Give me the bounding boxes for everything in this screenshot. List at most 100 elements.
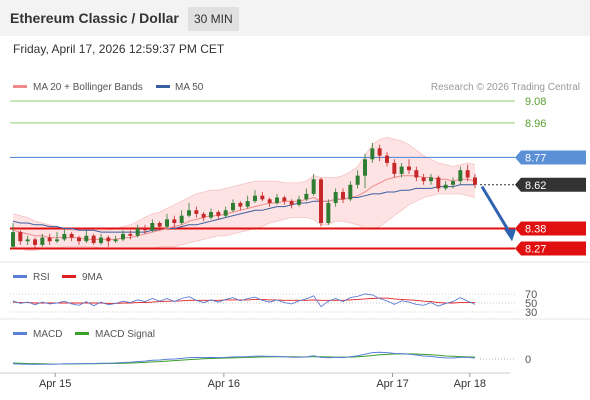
timeframe-badge[interactable]: 30 MIN [188,7,239,31]
candle-body [135,228,140,236]
candle-body [157,223,162,227]
level-label-8.77: 8.77 [525,152,546,164]
candle-body [25,239,30,242]
rsi-ma-legend-swatch [62,275,76,278]
instrument-title: Ethereum Classic / Dollar [10,10,179,26]
candle-body [91,235,96,244]
candle-body [11,232,15,247]
candle-body [172,219,177,224]
macd-legend-swatch [13,332,27,335]
candle-body [121,233,125,240]
candle-body [253,195,257,202]
candle-body [289,201,294,205]
macd-legend-label: MACD [33,329,62,340]
bollinger-lower-line [12,193,476,251]
level-label-8.27: 8.27 [525,244,546,256]
level-label-9.08: 9.08 [525,96,546,108]
macd-signal-line [12,353,476,365]
candle-body [187,210,191,216]
candle-body [223,210,228,216]
candle-body [69,233,74,238]
level-label-8.96: 8.96 [525,118,546,130]
candle-body [370,148,375,160]
bollinger-band-fill [13,137,475,251]
chart-header: Ethereum Classic / Dollar 30 MIN [0,0,590,36]
candle-body [260,195,265,200]
candle-body [385,155,389,163]
rsi-line [12,293,476,308]
candle-body [150,223,155,231]
candle-body [267,199,272,203]
rsi-ma-legend-label: 9MA [82,272,103,283]
candle-body [451,181,455,185]
candle-body [341,192,345,200]
candle-body [392,162,397,174]
macd-signal-legend-swatch [75,332,89,335]
macd-signal-legend-label: MACD Signal [95,329,155,340]
ma50-line [12,184,475,233]
candle-body [333,192,338,203]
level-label-8.38: 8.38 [525,223,546,235]
candle-body [421,177,426,182]
macd-line [12,351,476,365]
candle-body [231,202,235,211]
candle-body [326,202,331,224]
candle-body [18,232,23,242]
ma20-line [12,175,476,240]
level-label-8.62: 8.62 [525,180,546,192]
rsi-tick-label: 70 [525,289,537,301]
ma20-legend-swatch [13,85,27,88]
rsi-tick-label: 30 [525,307,537,319]
candle-body [319,179,323,224]
level-tag-8.38 [515,221,586,236]
candle-body [465,170,470,178]
candle-body [473,177,477,185]
candle-body [311,179,316,194]
candle-body [209,212,213,218]
candle-body [363,159,367,176]
rsi-legend-swatch [13,275,27,278]
candle-body [62,233,67,240]
level-tag-8.62 [515,177,586,192]
level-tag-8.77 [515,150,586,165]
candle-body [377,148,382,156]
candle-body [275,197,279,203]
candle-body [245,201,250,207]
candle-body [128,233,133,236]
candle-body [40,237,45,245]
candle-body [297,199,301,205]
rsi-legend-label: RSI [33,272,50,283]
candle-body [414,170,419,178]
candle-body [436,177,441,189]
ma20-legend-label: MA 20 + Bollinger Bands [33,82,143,93]
candle-body [77,237,81,242]
candle-body [238,202,243,207]
candle-body [216,212,221,216]
rsi-ma-line [12,297,475,304]
candle-body [355,175,360,185]
ma50-legend-swatch [156,85,170,88]
x-tick-label: Apr 15 [39,378,71,390]
candle-body [113,239,118,242]
candle-body [165,219,169,227]
rsi-tick-label: 50 [525,298,537,310]
candle-body [84,235,89,242]
x-tick-label: Apr 17 [376,378,408,390]
timestamp: Friday, April 17, 2026 12:59:37 PM CET [13,42,225,56]
candle-body [143,228,147,231]
projection-arrow-head [504,229,516,242]
candle-body [179,215,184,224]
candle-body [443,184,448,189]
x-tick-label: Apr 16 [208,378,240,390]
ma50-legend-label: MA 50 [175,82,204,93]
candle-body [106,237,111,242]
candle-body [429,177,433,182]
candle-body [33,239,37,245]
projection-arrow-shaft [480,185,512,234]
candle-body [458,170,463,182]
candle-body [194,210,199,214]
candle-body [47,237,52,242]
candle-body [399,166,404,174]
candle-body [201,213,206,218]
